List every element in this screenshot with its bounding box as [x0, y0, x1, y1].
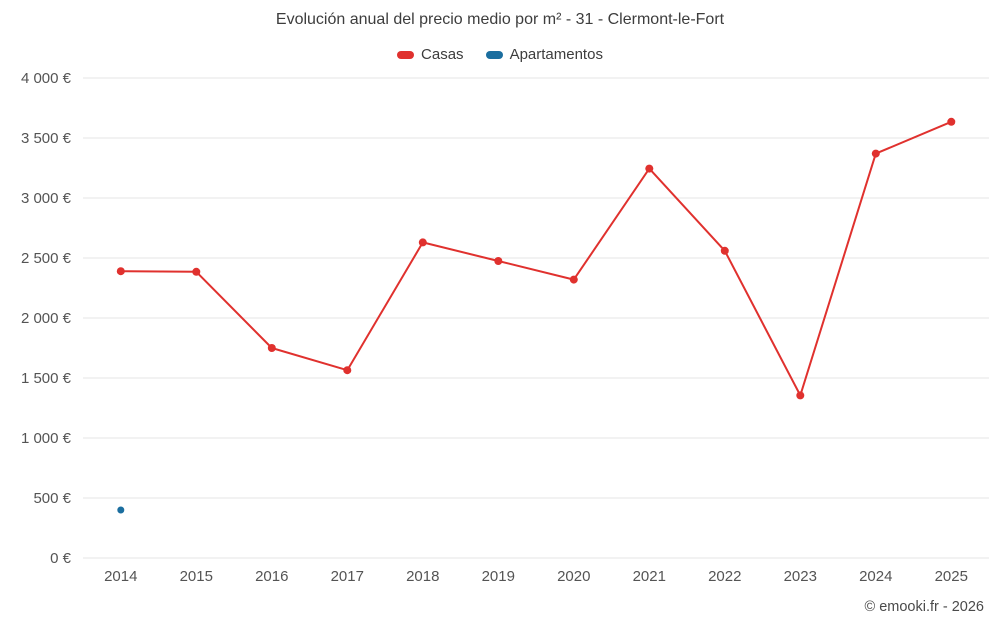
y-tick-label: 0 €	[50, 550, 72, 567]
x-tick-label: 2018	[406, 568, 439, 585]
y-tick-label: 2 500 €	[21, 250, 72, 267]
x-tick-label: 2025	[935, 568, 968, 585]
data-point-casas-2015[interactable]	[192, 267, 201, 276]
data-point-casas-2018[interactable]	[418, 238, 427, 247]
chart-title: Evolución anual del precio medio por m² …	[275, 11, 725, 28]
y-tick-label: 4 000 €	[21, 70, 72, 87]
x-tick-label: 2016	[255, 568, 288, 585]
copyright-footer: © emooki.fr - 2026	[864, 599, 984, 615]
data-point-casas-2025[interactable]	[947, 117, 956, 126]
x-tick-label: 2017	[331, 568, 364, 585]
data-point-casas-2014[interactable]	[116, 267, 125, 276]
data-point-casas-2020[interactable]	[569, 275, 578, 284]
series-line-casas	[119, 120, 953, 397]
legend-label-casas: Casas	[421, 46, 464, 63]
x-tick-label: 2022	[708, 568, 741, 585]
x-tick-label: 2020	[557, 568, 590, 585]
data-point-casas-2016[interactable]	[267, 344, 276, 352]
y-tick-label: 2 000 €	[21, 310, 72, 327]
y-tick-label: 500 €	[33, 490, 71, 507]
data-point-casas-2024[interactable]	[871, 149, 880, 158]
y-tick-label: 1 000 €	[21, 430, 72, 447]
legend-swatch-apartamentos	[485, 50, 503, 59]
legend-label-apartamentos: Apartamentos	[509, 46, 603, 63]
x-tick-label: 2024	[859, 568, 892, 585]
data-point-apartamentos-2014[interactable]	[117, 506, 125, 514]
legend-item-apartamentos[interactable]: Apartamentos	[485, 46, 603, 63]
data-point-casas-2023[interactable]	[796, 391, 805, 400]
x-tick-label: 2014	[104, 568, 137, 585]
legend-item-casas[interactable]: Casas	[397, 46, 464, 63]
x-tick-label: 2023	[784, 568, 817, 585]
x-tick-label: 2015	[180, 568, 213, 585]
y-tick-label: 3 500 €	[21, 130, 72, 147]
x-tick-label: 2019	[482, 568, 515, 585]
x-tick-label: 2021	[633, 568, 666, 585]
y-tick-label: 1 500 €	[21, 370, 72, 387]
data-point-casas-2022[interactable]	[720, 246, 729, 255]
data-point-casas-2019[interactable]	[494, 257, 503, 265]
y-tick-label: 3 000 €	[21, 190, 72, 207]
legend-swatch-casas	[397, 50, 415, 59]
data-point-casas-2021[interactable]	[645, 164, 654, 173]
data-point-casas-2017[interactable]	[343, 366, 352, 375]
chart-legend: Casas Apartamentos	[0, 46, 1000, 63]
